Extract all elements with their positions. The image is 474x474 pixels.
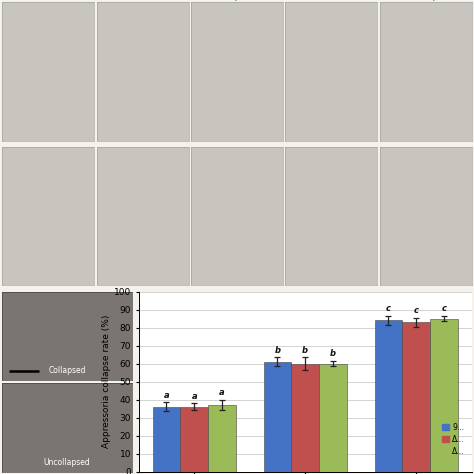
Title: Δmoeitf1/MOEITF1: Δmoeitf1/MOEITF1 — [204, 0, 270, 1]
Text: b: b — [302, 346, 308, 355]
Bar — [292, 364, 319, 472]
Text: b: b — [330, 349, 336, 358]
Bar — [181, 407, 208, 472]
Text: a: a — [219, 388, 225, 397]
Text: b: b — [274, 346, 281, 355]
Bar — [374, 320, 402, 472]
Title: Δmoeitf2: Δmoeitf2 — [315, 0, 347, 1]
Y-axis label: Appressoria collapse rate (%): Appressoria collapse rate (%) — [102, 315, 111, 448]
Bar — [208, 405, 236, 472]
Bar — [153, 407, 181, 472]
Text: a: a — [191, 392, 197, 401]
Title: 98-06: 98-06 — [38, 0, 59, 1]
Bar — [402, 322, 430, 472]
Title: Δmoeitf1: Δmoeitf1 — [127, 0, 159, 1]
Text: c: c — [414, 306, 419, 315]
Bar — [430, 319, 458, 472]
Bar — [319, 364, 347, 472]
Text: Uncollapsed: Uncollapsed — [44, 458, 91, 467]
Bar — [264, 362, 292, 472]
Text: c: c — [441, 304, 447, 313]
Text: c: c — [386, 304, 391, 313]
Text: Collapsed: Collapsed — [48, 366, 86, 375]
Legend: 9..., Δ..., Δ...: 9..., Δ..., Δ... — [438, 419, 468, 459]
Text: a: a — [164, 391, 169, 400]
Title: Δmoeitf2/MO: Δmoeitf2/MO — [403, 0, 448, 1]
